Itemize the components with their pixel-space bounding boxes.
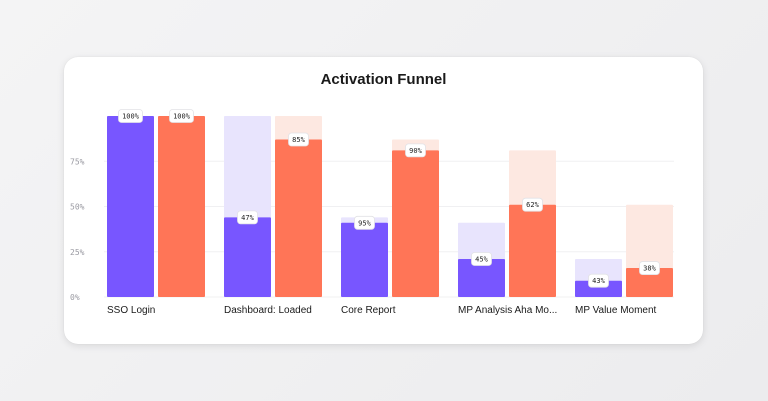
category-label: MP Value Moment — [575, 305, 657, 316]
data-label: 47% — [237, 210, 258, 225]
bar — [575, 280, 622, 297]
data-label-text: 90% — [409, 147, 422, 155]
bar — [626, 268, 673, 297]
category-label: Core Report — [341, 305, 396, 316]
data-label: 85% — [288, 132, 309, 147]
bar — [458, 258, 505, 297]
data-label-badge — [237, 210, 258, 225]
data-label: 100% — [169, 109, 194, 123]
data-label-text: 43% — [592, 277, 605, 285]
chart-card: Activation Funnel 0% 25% 50% 75% 100% 100% SSO… — [64, 57, 703, 344]
data-label-badge — [288, 132, 309, 147]
y-tick-label: 0% — [70, 293, 80, 302]
data-label-text: 100% — [122, 113, 140, 121]
bar — [158, 116, 205, 297]
data-label-badge — [639, 261, 660, 275]
data-label-badge — [471, 252, 492, 266]
bar — [107, 116, 154, 297]
bar — [341, 222, 388, 297]
category-label: Dashboard: Loaded — [224, 305, 312, 316]
data-label-badge — [118, 109, 143, 123]
data-label-badge — [405, 143, 426, 158]
data-label-badge — [522, 197, 543, 212]
data-label-badge — [588, 273, 609, 288]
bar — [392, 150, 439, 297]
data-label: 100% — [118, 109, 143, 123]
category-label: SSO Login — [107, 305, 155, 316]
data-label: 62% — [522, 197, 543, 212]
y-tick-label: 25% — [70, 248, 85, 257]
bar — [224, 217, 271, 297]
data-label-text: 47% — [241, 214, 254, 222]
data-label: 45% — [471, 252, 492, 266]
data-label: 43% — [588, 273, 609, 288]
data-label-badge — [354, 215, 375, 230]
data-label-badge — [169, 109, 194, 123]
bar — [509, 204, 556, 297]
data-label-text: 85% — [292, 136, 305, 144]
data-label: 38% — [639, 261, 660, 275]
data-label: 90% — [405, 143, 426, 158]
chart-title: Activation Funnel — [320, 71, 447, 88]
data-label-text: 38% — [643, 265, 656, 273]
data-label-text: 100% — [173, 113, 191, 121]
data-label-text: 95% — [358, 219, 371, 227]
bar — [275, 139, 322, 297]
data-label-text: 62% — [526, 201, 539, 209]
y-tick-label: 50% — [70, 203, 85, 212]
y-tick-label: 75% — [70, 157, 85, 166]
data-label: 95% — [354, 215, 375, 230]
data-label-text: 45% — [475, 255, 488, 263]
funnel-chart: 0% 25% 50% 75% 100% 100% SSO Login 47% 85% Dashbo… — [70, 109, 674, 316]
category-label: MP Analysis Aha Mo... — [458, 305, 557, 316]
